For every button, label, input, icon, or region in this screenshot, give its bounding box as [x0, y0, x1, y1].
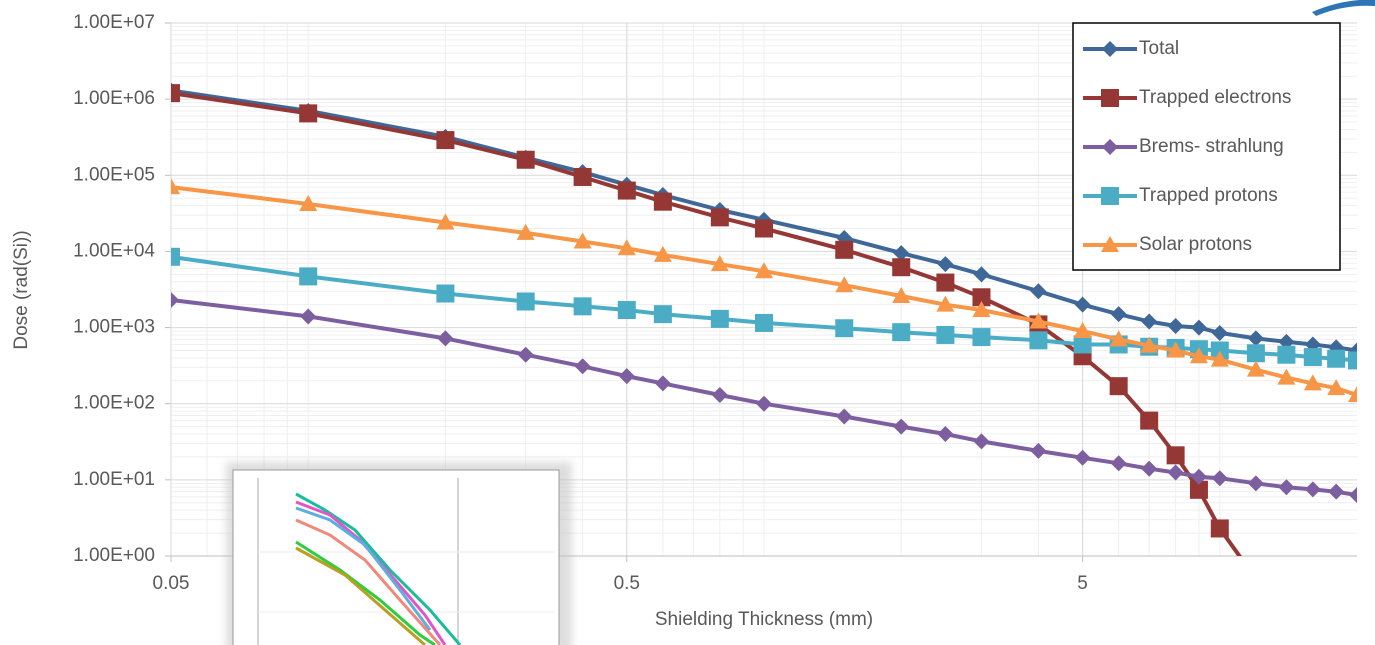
marker: [1140, 412, 1158, 430]
marker: [1278, 479, 1294, 495]
marker: [299, 267, 317, 285]
y-axis-title: Dose (rad(Si)): [11, 230, 32, 349]
marker: [835, 319, 853, 337]
x-tick-label: 5: [1077, 573, 1088, 594]
y-tick-label: 1.00E+00: [73, 545, 155, 566]
marker: [755, 220, 773, 238]
marker: [1075, 297, 1091, 313]
marker: [1277, 346, 1295, 364]
marker: [835, 241, 853, 259]
marker: [756, 396, 772, 412]
legend-label: Trapped protons: [1139, 185, 1278, 206]
marker: [574, 297, 592, 315]
marker: [517, 151, 535, 169]
legend-label: Solar protons: [1139, 234, 1252, 255]
y-tick-label: 1.00E+07: [73, 12, 155, 33]
marker: [436, 131, 454, 149]
marker: [1328, 484, 1344, 500]
marker: [892, 323, 910, 341]
marker: [892, 258, 910, 276]
y-tick-label: 1.00E+03: [73, 317, 155, 338]
x-tick-label: 0.5: [614, 573, 640, 594]
marker: [1030, 283, 1046, 299]
marker: [1101, 89, 1119, 107]
marker: [972, 328, 990, 346]
marker: [1074, 335, 1092, 353]
marker: [1348, 351, 1366, 369]
marker: [299, 104, 317, 122]
marker: [619, 368, 635, 384]
marker: [1247, 344, 1265, 362]
x-tick-label: 0.05: [153, 573, 190, 594]
marker: [162, 248, 180, 266]
legend-label: Trapped electrons: [1139, 87, 1291, 108]
marker: [654, 193, 672, 211]
marker: [163, 292, 179, 308]
marker: [711, 208, 729, 226]
y-tick-label: 1.00E+02: [73, 393, 155, 414]
marker: [937, 426, 953, 442]
marker: [1029, 331, 1047, 349]
legend-label: Total: [1139, 38, 1179, 59]
marker: [655, 375, 671, 391]
marker: [1141, 461, 1157, 477]
marker: [1248, 475, 1264, 491]
chart: Shielding Thickness (mm) Dose (rad(Si)) …: [0, 0, 1375, 645]
marker: [574, 168, 592, 186]
marker: [1110, 377, 1128, 395]
marker: [1211, 519, 1229, 537]
marker: [1212, 470, 1228, 486]
marker: [1247, 570, 1265, 588]
marker: [1168, 318, 1184, 334]
logo-fragment: [1312, 0, 1375, 16]
marker: [1304, 348, 1322, 366]
marker: [1349, 487, 1365, 503]
marker: [1191, 320, 1207, 336]
marker: [162, 84, 180, 102]
marker: [1075, 450, 1091, 466]
marker: [518, 347, 534, 363]
marker: [1101, 187, 1119, 205]
marker: [1111, 306, 1127, 322]
marker: [1327, 350, 1345, 368]
y-tick-label: 1.00E+04: [73, 240, 155, 261]
y-tick-label: 1.00E+06: [73, 88, 155, 109]
y-tick-label: 1.00E+01: [73, 469, 155, 490]
y-tick-label: 1.00E+05: [73, 164, 155, 185]
legend: Total Trapped electrons Brems- strahlung Tr…: [1073, 23, 1340, 270]
marker: [973, 433, 989, 449]
marker: [654, 305, 672, 323]
inset-image: [226, 462, 572, 645]
marker: [1111, 455, 1127, 471]
marker: [755, 314, 773, 332]
marker: [618, 301, 636, 319]
x-axis-title: Shielding Thickness (mm): [655, 609, 873, 630]
legend-label: Brems- strahlung: [1139, 136, 1284, 157]
marker: [436, 285, 454, 303]
marker: [712, 387, 728, 403]
marker: [711, 310, 729, 328]
marker: [1167, 446, 1185, 464]
marker: [936, 326, 954, 344]
marker: [300, 308, 316, 324]
marker: [618, 182, 636, 200]
marker: [575, 358, 591, 374]
marker: [517, 292, 535, 310]
marker: [936, 274, 954, 292]
